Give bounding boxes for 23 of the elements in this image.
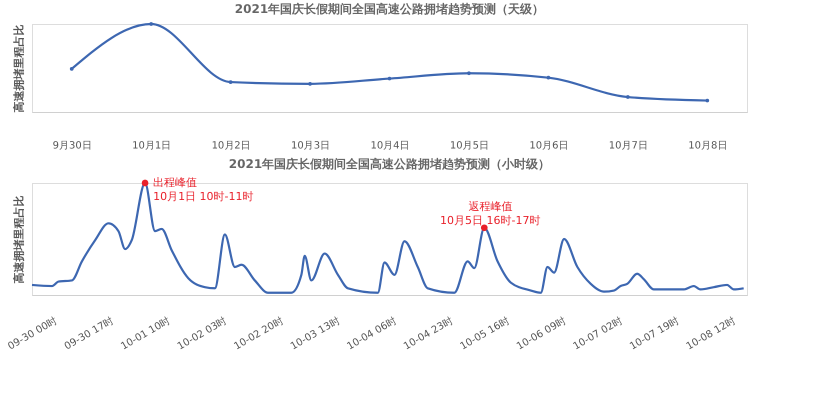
point — [70, 67, 74, 71]
point — [228, 80, 232, 84]
y-axis-title: 高速拥堵里程占比 — [12, 24, 26, 112]
point — [626, 95, 630, 99]
x-tick-label: 10月3日 — [291, 140, 330, 152]
x-tick-label: 10月2日 — [212, 140, 251, 152]
point — [388, 76, 392, 80]
chart-title: 2021年国庆长假期间全国高速公路拥堵趋势预测（天级） — [234, 2, 544, 16]
point — [705, 98, 710, 102]
x-tick-label: 10月6日 — [529, 140, 568, 152]
annotation: 出程峰值 10月1日 10时-11时 — [153, 176, 254, 203]
x-tick-label: 9月30日 — [52, 140, 92, 152]
x-tick-label: 10月1日 — [132, 140, 172, 152]
point — [149, 22, 154, 26]
point — [467, 71, 471, 76]
x-tick-label: 10月5日 — [450, 140, 489, 152]
x-tick-label: 10月8日 — [688, 140, 728, 152]
x-tick-label: 10月4日 — [370, 140, 410, 152]
x-tick-label: 10月7日 — [608, 140, 648, 152]
annotation: 返程峰值 10月5日 16时-17时 — [440, 200, 541, 227]
y-axis-title: 高速拥堵里程占比 — [12, 196, 26, 284]
chart-title: 2021年国庆长假期间全国高速公路拥堵趋势预测（小时级） — [228, 157, 550, 171]
point — [546, 76, 550, 80]
